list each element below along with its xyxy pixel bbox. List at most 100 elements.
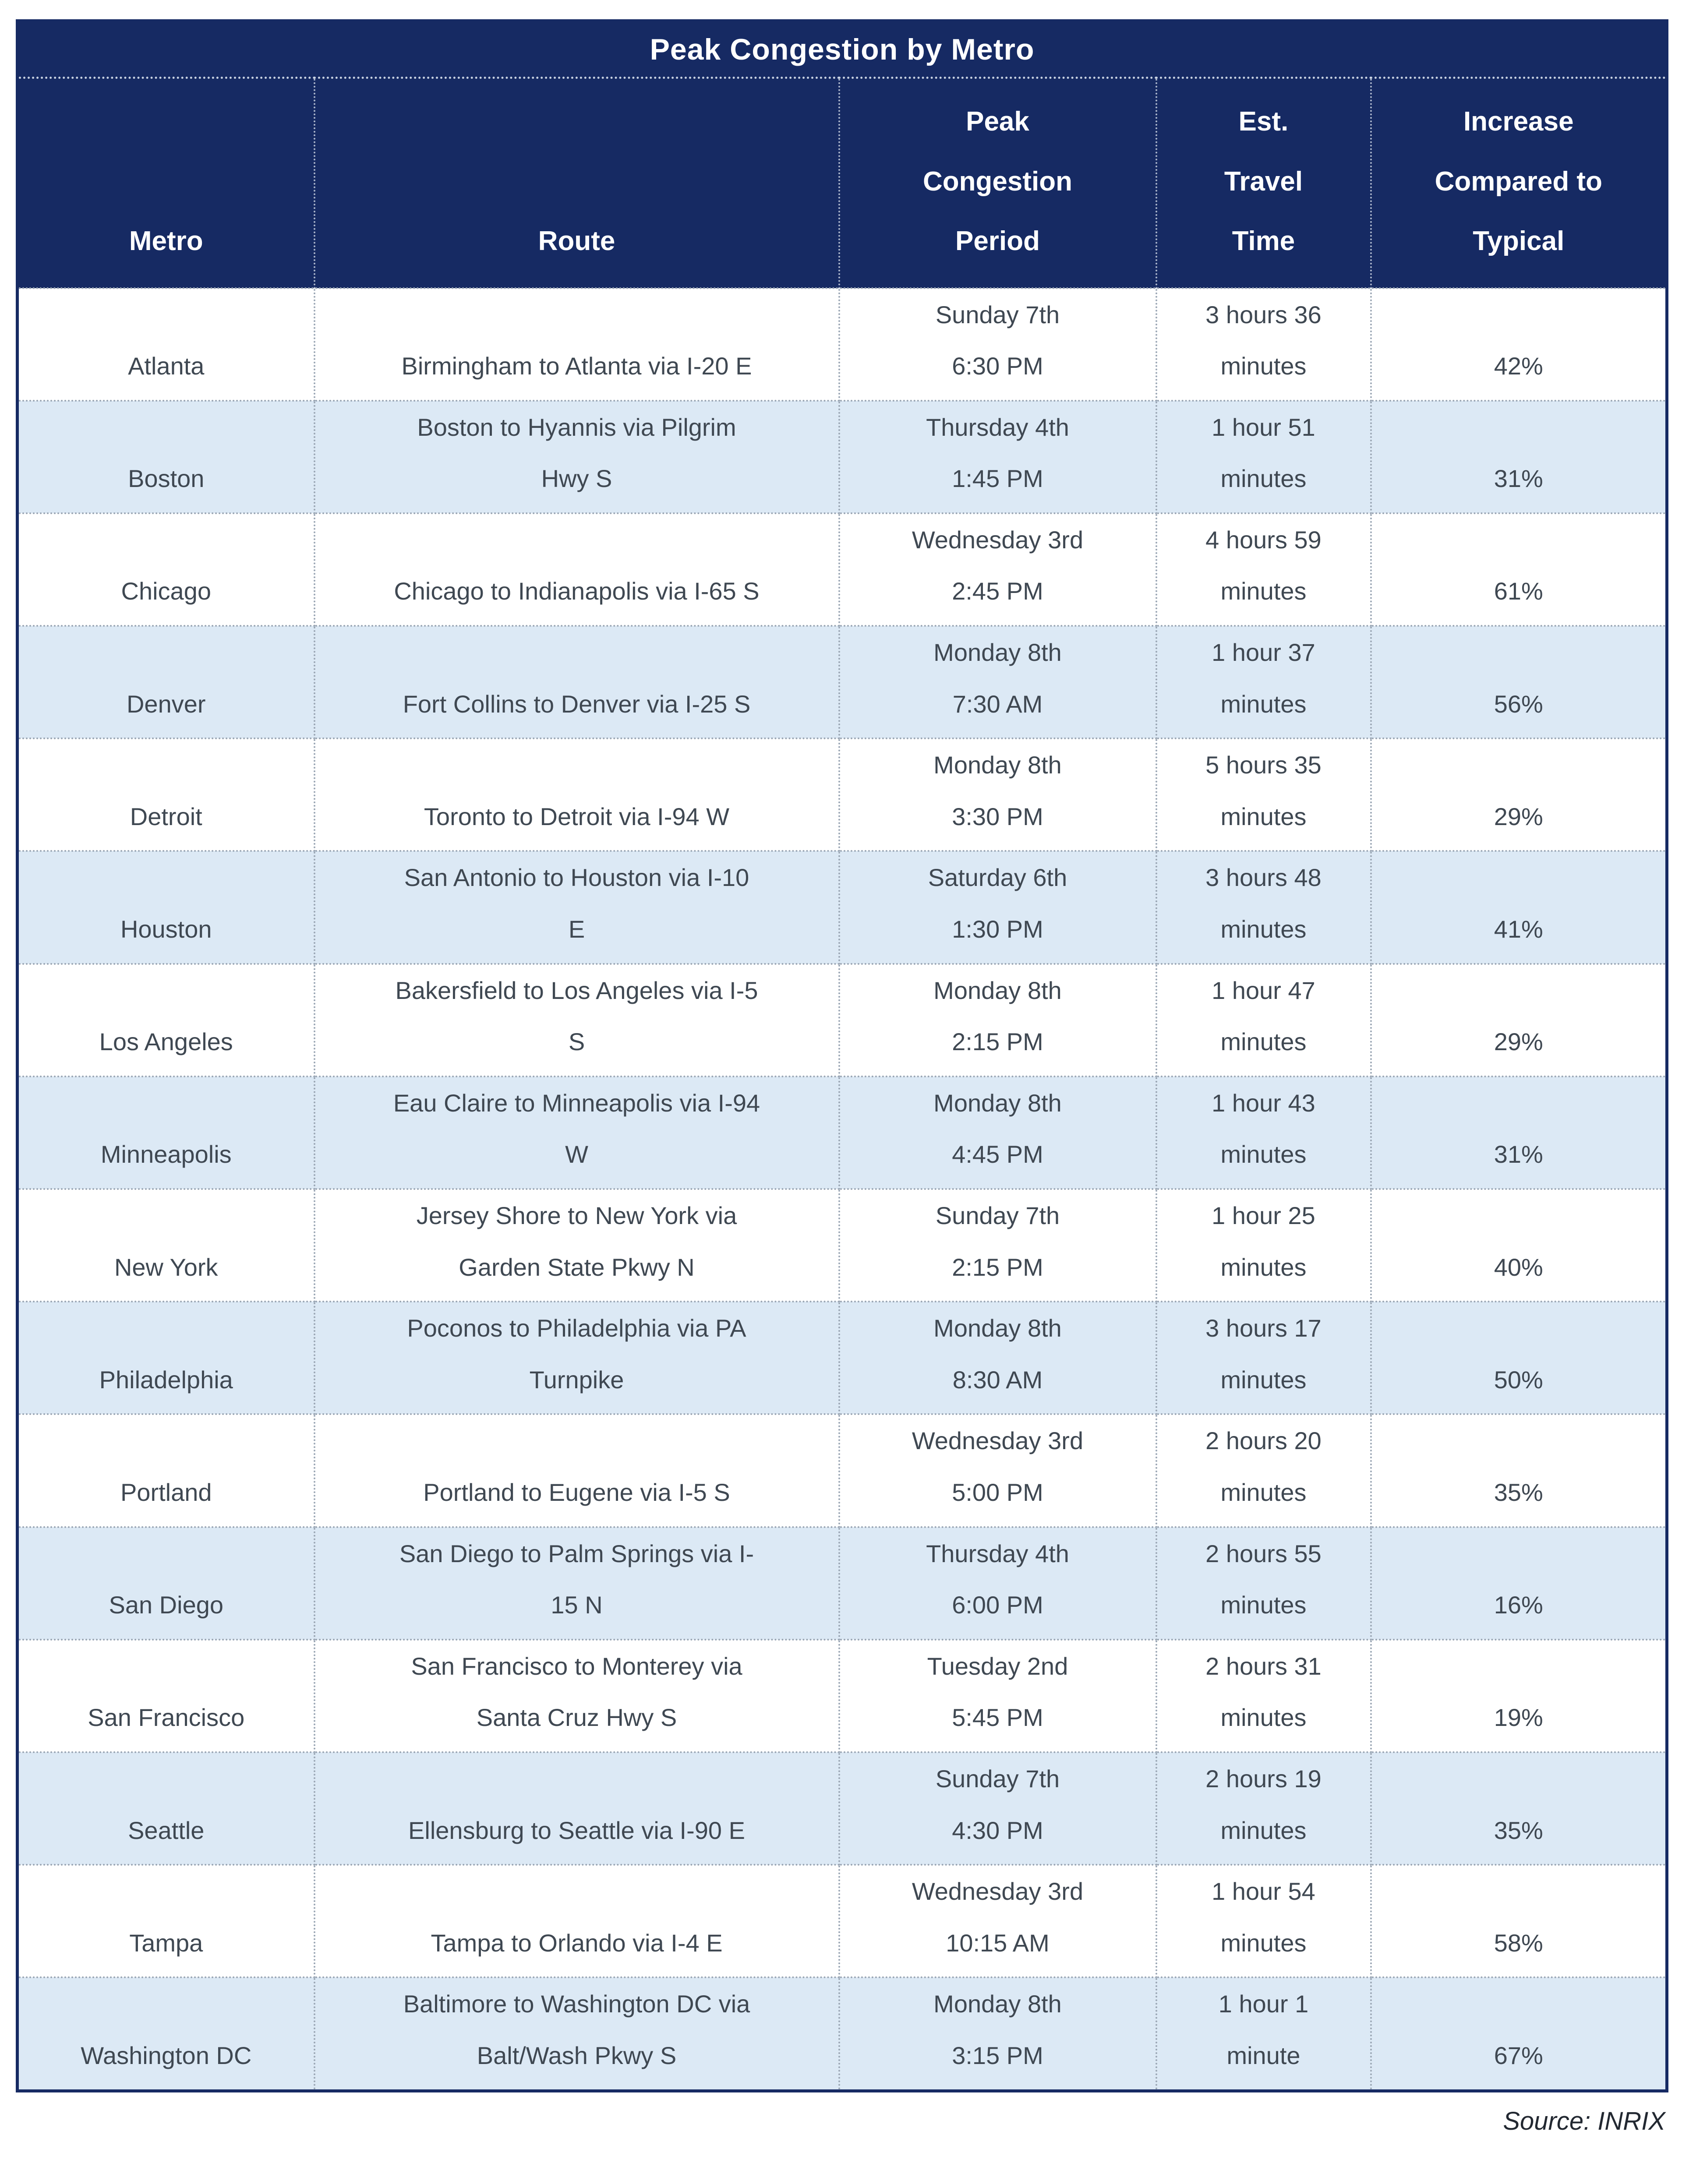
table-row: Chicago Chicago to Indianapolis via I-65… <box>16 512 1668 627</box>
increase-cell: 35% <box>1370 1413 1668 1528</box>
travel-time-cell: 1 hour 1 minute <box>1155 1976 1372 2092</box>
increase-cell: 31% <box>1370 399 1668 514</box>
peak-period-cell: Sunday 7th 4:30 PM <box>838 1751 1157 1866</box>
peak-period-cell: Monday 8th 7:30 AM <box>838 625 1157 740</box>
table-row: Philadelphia Poconos to Philadelphia via… <box>16 1301 1668 1415</box>
route-cell: Boston to Hyannis via Pilgrim Hwy S <box>313 399 840 514</box>
peak-period-cell: Monday 8th 2:15 PM <box>838 963 1157 1077</box>
table-title-row: Peak Congestion by Metro <box>17 21 1667 79</box>
peak-period-cell: Monday 8th 3:30 PM <box>838 737 1157 852</box>
metro-cell: Chicago <box>16 512 315 627</box>
travel-time-cell: 3 hours 17 minutes <box>1155 1301 1372 1415</box>
metro-cell: Denver <box>16 625 315 740</box>
metro-cell: Atlanta <box>16 287 315 402</box>
increase-cell: 41% <box>1370 850 1668 965</box>
peak-period-cell: Tuesday 2nd 5:45 PM <box>838 1638 1157 1753</box>
table-row: San Francisco San Francisco to Monterey … <box>16 1638 1668 1753</box>
peak-period-cell: Wednesday 3rd 2:45 PM <box>838 512 1157 627</box>
metro-cell: Boston <box>16 399 315 514</box>
route-cell: Birmingham to Atlanta via I-20 E <box>313 287 840 402</box>
route-cell: Baltimore to Washington DC via Balt/Wash… <box>313 1976 840 2092</box>
metro-cell: Portland <box>16 1413 315 1528</box>
increase-cell: 58% <box>1370 1864 1668 1979</box>
table-row: Minneapolis Eau Claire to Minneapolis vi… <box>16 1075 1668 1190</box>
column-header-period: Peak Congestion Period <box>838 78 1156 288</box>
travel-time-cell: 2 hours 19 minutes <box>1155 1751 1372 1866</box>
metro-cell: New York <box>16 1188 315 1303</box>
metro-cell: Philadelphia <box>16 1301 315 1415</box>
table-row: Denver Fort Collins to Denver via I-25 S… <box>16 625 1668 740</box>
peak-period-cell: Monday 8th 3:15 PM <box>838 1976 1157 2092</box>
peak-period-cell: Wednesday 3rd 5:00 PM <box>838 1413 1157 1528</box>
route-cell: Bakersfield to Los Angeles via I-5 S <box>313 963 840 1077</box>
travel-time-cell: 1 hour 25 minutes <box>1155 1188 1372 1303</box>
travel-time-cell: 1 hour 47 minutes <box>1155 963 1372 1077</box>
route-cell: San Antonio to Houston via I-10 E <box>313 850 840 965</box>
column-header-route: Route <box>313 78 839 288</box>
table-row: San Diego San Diego to Palm Springs via … <box>16 1526 1668 1641</box>
increase-cell: 67% <box>1370 1976 1668 2092</box>
table-row: New York Jersey Shore to New York via Ga… <box>16 1188 1668 1303</box>
route-cell: Jersey Shore to New York via Garden Stat… <box>313 1188 840 1303</box>
travel-time-cell: 4 hours 59 minutes <box>1155 512 1372 627</box>
increase-cell: 56% <box>1370 625 1668 740</box>
peak-congestion-table: Peak Congestion by Metro Metro Route Pea… <box>16 19 1669 2092</box>
peak-period-cell: Thursday 4th 6:00 PM <box>838 1526 1157 1641</box>
increase-cell: 31% <box>1370 1075 1668 1190</box>
table-row: Seattle Ellensburg to Seattle via I-90 E… <box>16 1751 1668 1866</box>
route-cell: Portland to Eugene via I-5 S <box>313 1413 840 1528</box>
source-credit: Source: INRIX <box>1503 2107 1665 2135</box>
route-cell: Chicago to Indianapolis via I-65 S <box>313 512 840 627</box>
peak-period-cell: Monday 8th 8:30 AM <box>838 1301 1157 1415</box>
travel-time-cell: 2 hours 31 minutes <box>1155 1638 1372 1753</box>
table-row: Portland Portland to Eugene via I-5 S We… <box>16 1413 1668 1528</box>
metro-cell: Minneapolis <box>16 1075 315 1190</box>
table-row: Tampa Tampa to Orlando via I-4 E Wednesd… <box>16 1864 1668 1979</box>
increase-cell: 29% <box>1370 737 1668 852</box>
peak-period-cell: Sunday 7th 2:15 PM <box>838 1188 1157 1303</box>
metro-cell: Los Angeles <box>16 963 315 1077</box>
increase-cell: 50% <box>1370 1301 1668 1415</box>
metro-cell: San Diego <box>16 1526 315 1641</box>
metro-cell: Washington DC <box>16 1976 315 2092</box>
table-row: Washington DC Baltimore to Washington DC… <box>16 1976 1668 2092</box>
route-cell: Toronto to Detroit via I-94 W <box>313 737 840 852</box>
increase-cell: 35% <box>1370 1751 1668 1866</box>
peak-period-cell: Monday 8th 4:45 PM <box>838 1075 1157 1190</box>
metro-cell: San Francisco <box>16 1638 315 1753</box>
table-row: Houston San Antonio to Houston via I-10 … <box>16 850 1668 965</box>
metro-cell: Houston <box>16 850 315 965</box>
column-header-metro: Metro <box>17 78 314 288</box>
increase-cell: 42% <box>1370 287 1668 402</box>
peak-period-cell: Sunday 7th 6:30 PM <box>838 287 1157 402</box>
column-header-time: Est. Travel Time <box>1155 78 1371 288</box>
route-cell: Tampa to Orlando via I-4 E <box>313 1864 840 1979</box>
peak-period-cell: Wednesday 3rd 10:15 AM <box>838 1864 1157 1979</box>
table-row: Atlanta Birmingham to Atlanta via I-20 E… <box>16 287 1668 402</box>
increase-cell: 29% <box>1370 963 1668 1077</box>
column-header-increase: Increase Compared to Typical <box>1370 78 1667 288</box>
travel-time-cell: 2 hours 55 minutes <box>1155 1526 1372 1641</box>
metro-cell: Seattle <box>16 1751 315 1866</box>
travel-time-cell: 2 hours 20 minutes <box>1155 1413 1372 1528</box>
increase-cell: 40% <box>1370 1188 1668 1303</box>
page-title: Peak Congestion by Metro <box>17 21 1667 79</box>
metro-cell: Detroit <box>16 737 315 852</box>
table-header-row: Metro Route Peak Congestion Period Est. … <box>17 78 1667 288</box>
travel-time-cell: 1 hour 51 minutes <box>1155 399 1372 514</box>
metro-cell: Tampa <box>16 1864 315 1979</box>
peak-period-cell: Saturday 6th 1:30 PM <box>838 850 1157 965</box>
route-cell: San Francisco to Monterey via Santa Cruz… <box>313 1638 840 1753</box>
travel-time-cell: 5 hours 35 minutes <box>1155 737 1372 852</box>
route-cell: Fort Collins to Denver via I-25 S <box>313 625 840 740</box>
increase-cell: 61% <box>1370 512 1668 627</box>
increase-cell: 16% <box>1370 1526 1668 1641</box>
travel-time-cell: 3 hours 48 minutes <box>1155 850 1372 965</box>
travel-time-cell: 1 hour 37 minutes <box>1155 625 1372 740</box>
peak-period-cell: Thursday 4th 1:45 PM <box>838 399 1157 514</box>
table-row: Los Angeles Bakersfield to Los Angeles v… <box>16 963 1668 1077</box>
travel-time-cell: 1 hour 54 minutes <box>1155 1864 1372 1979</box>
route-cell: Poconos to Philadelphia via PA Turnpike <box>313 1301 840 1415</box>
increase-cell: 19% <box>1370 1638 1668 1753</box>
